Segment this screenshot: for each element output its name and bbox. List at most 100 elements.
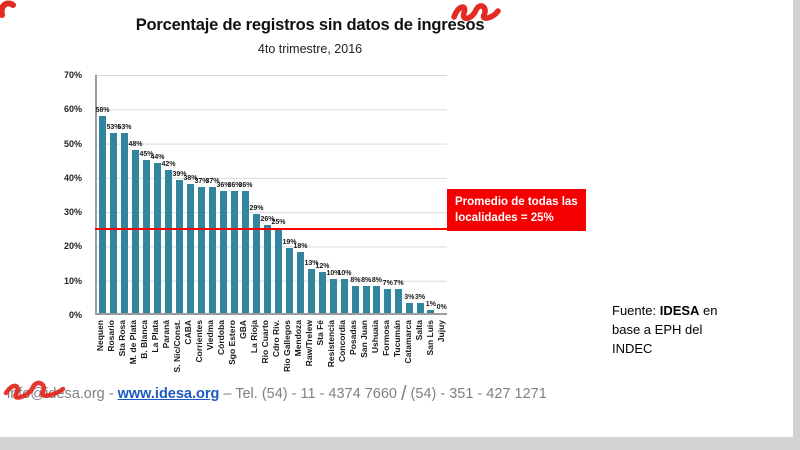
bar-value-label: 37% xyxy=(194,178,209,186)
category-label: La Plata xyxy=(150,320,160,353)
bar xyxy=(154,163,161,313)
category-label: Salta xyxy=(414,320,424,341)
category-label: Sgo Estero xyxy=(227,320,237,365)
bar-value-label: 53% xyxy=(117,123,132,131)
bar-slot: 44% xyxy=(151,75,165,313)
bar xyxy=(405,302,413,313)
category-label: Jujuy xyxy=(436,320,446,343)
bar xyxy=(220,190,227,313)
bar-value-label: 3% xyxy=(404,293,415,301)
source-note: Fuente: IDESA en base a EPH del INDEC xyxy=(612,301,724,358)
y-tick-label: 30% xyxy=(63,207,82,218)
bar-value-label: 7% xyxy=(382,280,393,288)
window-edge-bottom xyxy=(0,437,800,450)
y-tick-label: 60% xyxy=(63,104,82,115)
bar-slot: 19% xyxy=(282,75,297,313)
category-label: M. de Plata xyxy=(128,320,138,365)
bar-slot: 18% xyxy=(294,75,308,313)
bar-value-label: 39% xyxy=(172,171,187,179)
bar-slot: 42% xyxy=(161,75,176,313)
bar xyxy=(330,279,337,313)
bar-slot: 37% xyxy=(205,75,220,313)
bar xyxy=(121,132,128,313)
category-label: Mendoza xyxy=(293,320,303,357)
bar-value-label: 29% xyxy=(249,205,264,213)
bar-value-label: 10% xyxy=(326,270,341,277)
bar-slot: 8% xyxy=(361,75,372,313)
source-prefix: Fuente: xyxy=(612,303,660,318)
bar xyxy=(351,285,359,313)
bar xyxy=(99,115,106,313)
bar xyxy=(143,160,150,313)
bar xyxy=(253,214,260,313)
bar-value-label: 36% xyxy=(216,181,231,189)
bar-slot: 39% xyxy=(172,75,187,313)
bar xyxy=(275,228,282,313)
category-label: Formosa xyxy=(381,320,391,356)
category-label: Sta Rosa xyxy=(117,320,127,357)
bar xyxy=(187,183,194,313)
bar-value-label: 37% xyxy=(205,178,220,186)
category-label: Nequen xyxy=(95,320,105,352)
footer-phone-2: (54) - 351 - 427 1271 xyxy=(410,386,547,402)
bar-value-label: 3% xyxy=(415,293,426,301)
category-label: B. Blanca xyxy=(139,320,149,359)
bar-value-label: 19% xyxy=(282,239,297,247)
bar-slot: 10% xyxy=(337,75,352,313)
bar-slot: 3% xyxy=(415,75,426,313)
bar xyxy=(264,224,271,313)
category-label: San Juan xyxy=(359,320,369,358)
bar-slot: 48% xyxy=(129,75,143,313)
category-label: Tucumán xyxy=(392,320,402,358)
y-tick-label: 40% xyxy=(63,172,82,183)
y-axis: 0% 10% 20% 30% 40% 50% 60% 70% xyxy=(48,70,90,320)
bar xyxy=(198,187,205,313)
category-label: Rio Cuarto xyxy=(260,320,270,364)
bar-slot: 1% xyxy=(425,75,436,313)
bar-value-label: 36% xyxy=(238,181,253,189)
bar xyxy=(308,268,315,313)
category-label: Sta Fé xyxy=(315,320,325,346)
category-label: Rosario xyxy=(106,320,116,352)
bar-slot: 10% xyxy=(326,75,341,313)
bar xyxy=(165,170,172,313)
category-label: Viedma xyxy=(205,320,215,351)
category-label: Resistencia xyxy=(326,320,336,368)
footer-slash: / xyxy=(400,383,407,405)
category-label: S. Nic/Const. xyxy=(172,320,182,373)
bar xyxy=(242,190,249,313)
bar-value-label: 10% xyxy=(337,270,352,277)
bar-slot: 45% xyxy=(140,75,154,313)
bar xyxy=(297,251,304,313)
bar xyxy=(176,180,183,313)
bar-slot: 25% xyxy=(272,75,286,313)
bar xyxy=(231,190,238,313)
average-line xyxy=(95,228,448,231)
category-label: GBA xyxy=(238,320,248,339)
footer-separator: - xyxy=(108,386,114,402)
annotation-line-2: localidades = 25% xyxy=(455,212,554,224)
category-label: Rio Gallegos xyxy=(282,320,292,372)
bar-slot: 37% xyxy=(194,75,209,313)
bar xyxy=(132,149,139,313)
bar-slot: 7% xyxy=(393,75,404,313)
bar xyxy=(209,187,216,313)
chart-subtitle: 4to trimestre, 2016 xyxy=(257,42,363,56)
website-link[interactable]: www.idesa.org xyxy=(117,386,220,402)
email-link[interactable]: info@idesa.org xyxy=(7,386,105,402)
chart-title: Porcentaje de registros sin datos de ing… xyxy=(135,16,485,34)
bar-value-label: 8% xyxy=(350,276,361,284)
bar-value-label: 12% xyxy=(315,263,330,271)
bar-slot: 0% xyxy=(436,75,447,313)
bar-value-label: 0% xyxy=(436,304,447,311)
category-label: Cdro Riv. xyxy=(271,320,281,358)
bar xyxy=(416,302,424,313)
bar-value-label: 13% xyxy=(304,259,319,267)
bar-slot: 3% xyxy=(404,75,415,313)
bar-slot: 38% xyxy=(183,75,198,313)
bar xyxy=(110,132,117,313)
bar xyxy=(427,309,435,313)
bar-value-label: 38% xyxy=(183,174,198,182)
bar-slot: 36% xyxy=(238,75,253,313)
bar-value-label: 42% xyxy=(161,161,176,169)
